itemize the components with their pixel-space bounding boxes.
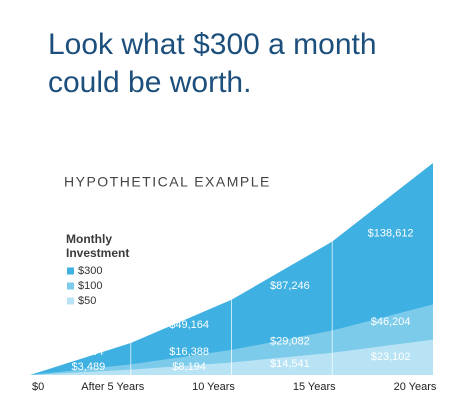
value-label: $20,931 xyxy=(68,331,108,343)
value-label: $3,489 xyxy=(72,361,106,373)
title-line: Look what $300 a month xyxy=(48,28,377,61)
value-label: $16,388 xyxy=(169,346,209,358)
x-tick-label: 10 Years xyxy=(192,381,235,393)
x-tick-label: 15 Years xyxy=(293,381,336,393)
value-label: $14,541 xyxy=(270,358,310,370)
legend-swatch xyxy=(67,267,74,275)
legend-swatch xyxy=(67,282,74,290)
legend-label: $300 xyxy=(78,265,102,277)
legend-swatch xyxy=(67,297,74,305)
legend-label: $100 xyxy=(78,280,102,292)
subtitle: HYPOTHETICAL EXAMPLE xyxy=(64,174,271,190)
legend-title: Investment xyxy=(66,246,129,260)
value-label: $46,204 xyxy=(371,316,411,328)
legend-label: $50 xyxy=(78,295,96,307)
value-label: $49,164 xyxy=(169,319,209,331)
value-label: $23,102 xyxy=(371,351,411,363)
x-tick-label: $0 xyxy=(32,381,44,393)
legend-title: Monthly xyxy=(66,232,112,246)
value-label: $8,194 xyxy=(172,361,206,373)
title-line: could be worth. xyxy=(48,66,251,99)
x-tick-label: After 5 Years xyxy=(81,381,144,393)
value-label: $138,612 xyxy=(368,228,414,240)
x-tick-label: 20 Years xyxy=(394,381,437,393)
value-label: $29,082 xyxy=(270,336,310,348)
value-label: $87,246 xyxy=(270,280,310,292)
value-label: $6,977 xyxy=(72,346,106,358)
